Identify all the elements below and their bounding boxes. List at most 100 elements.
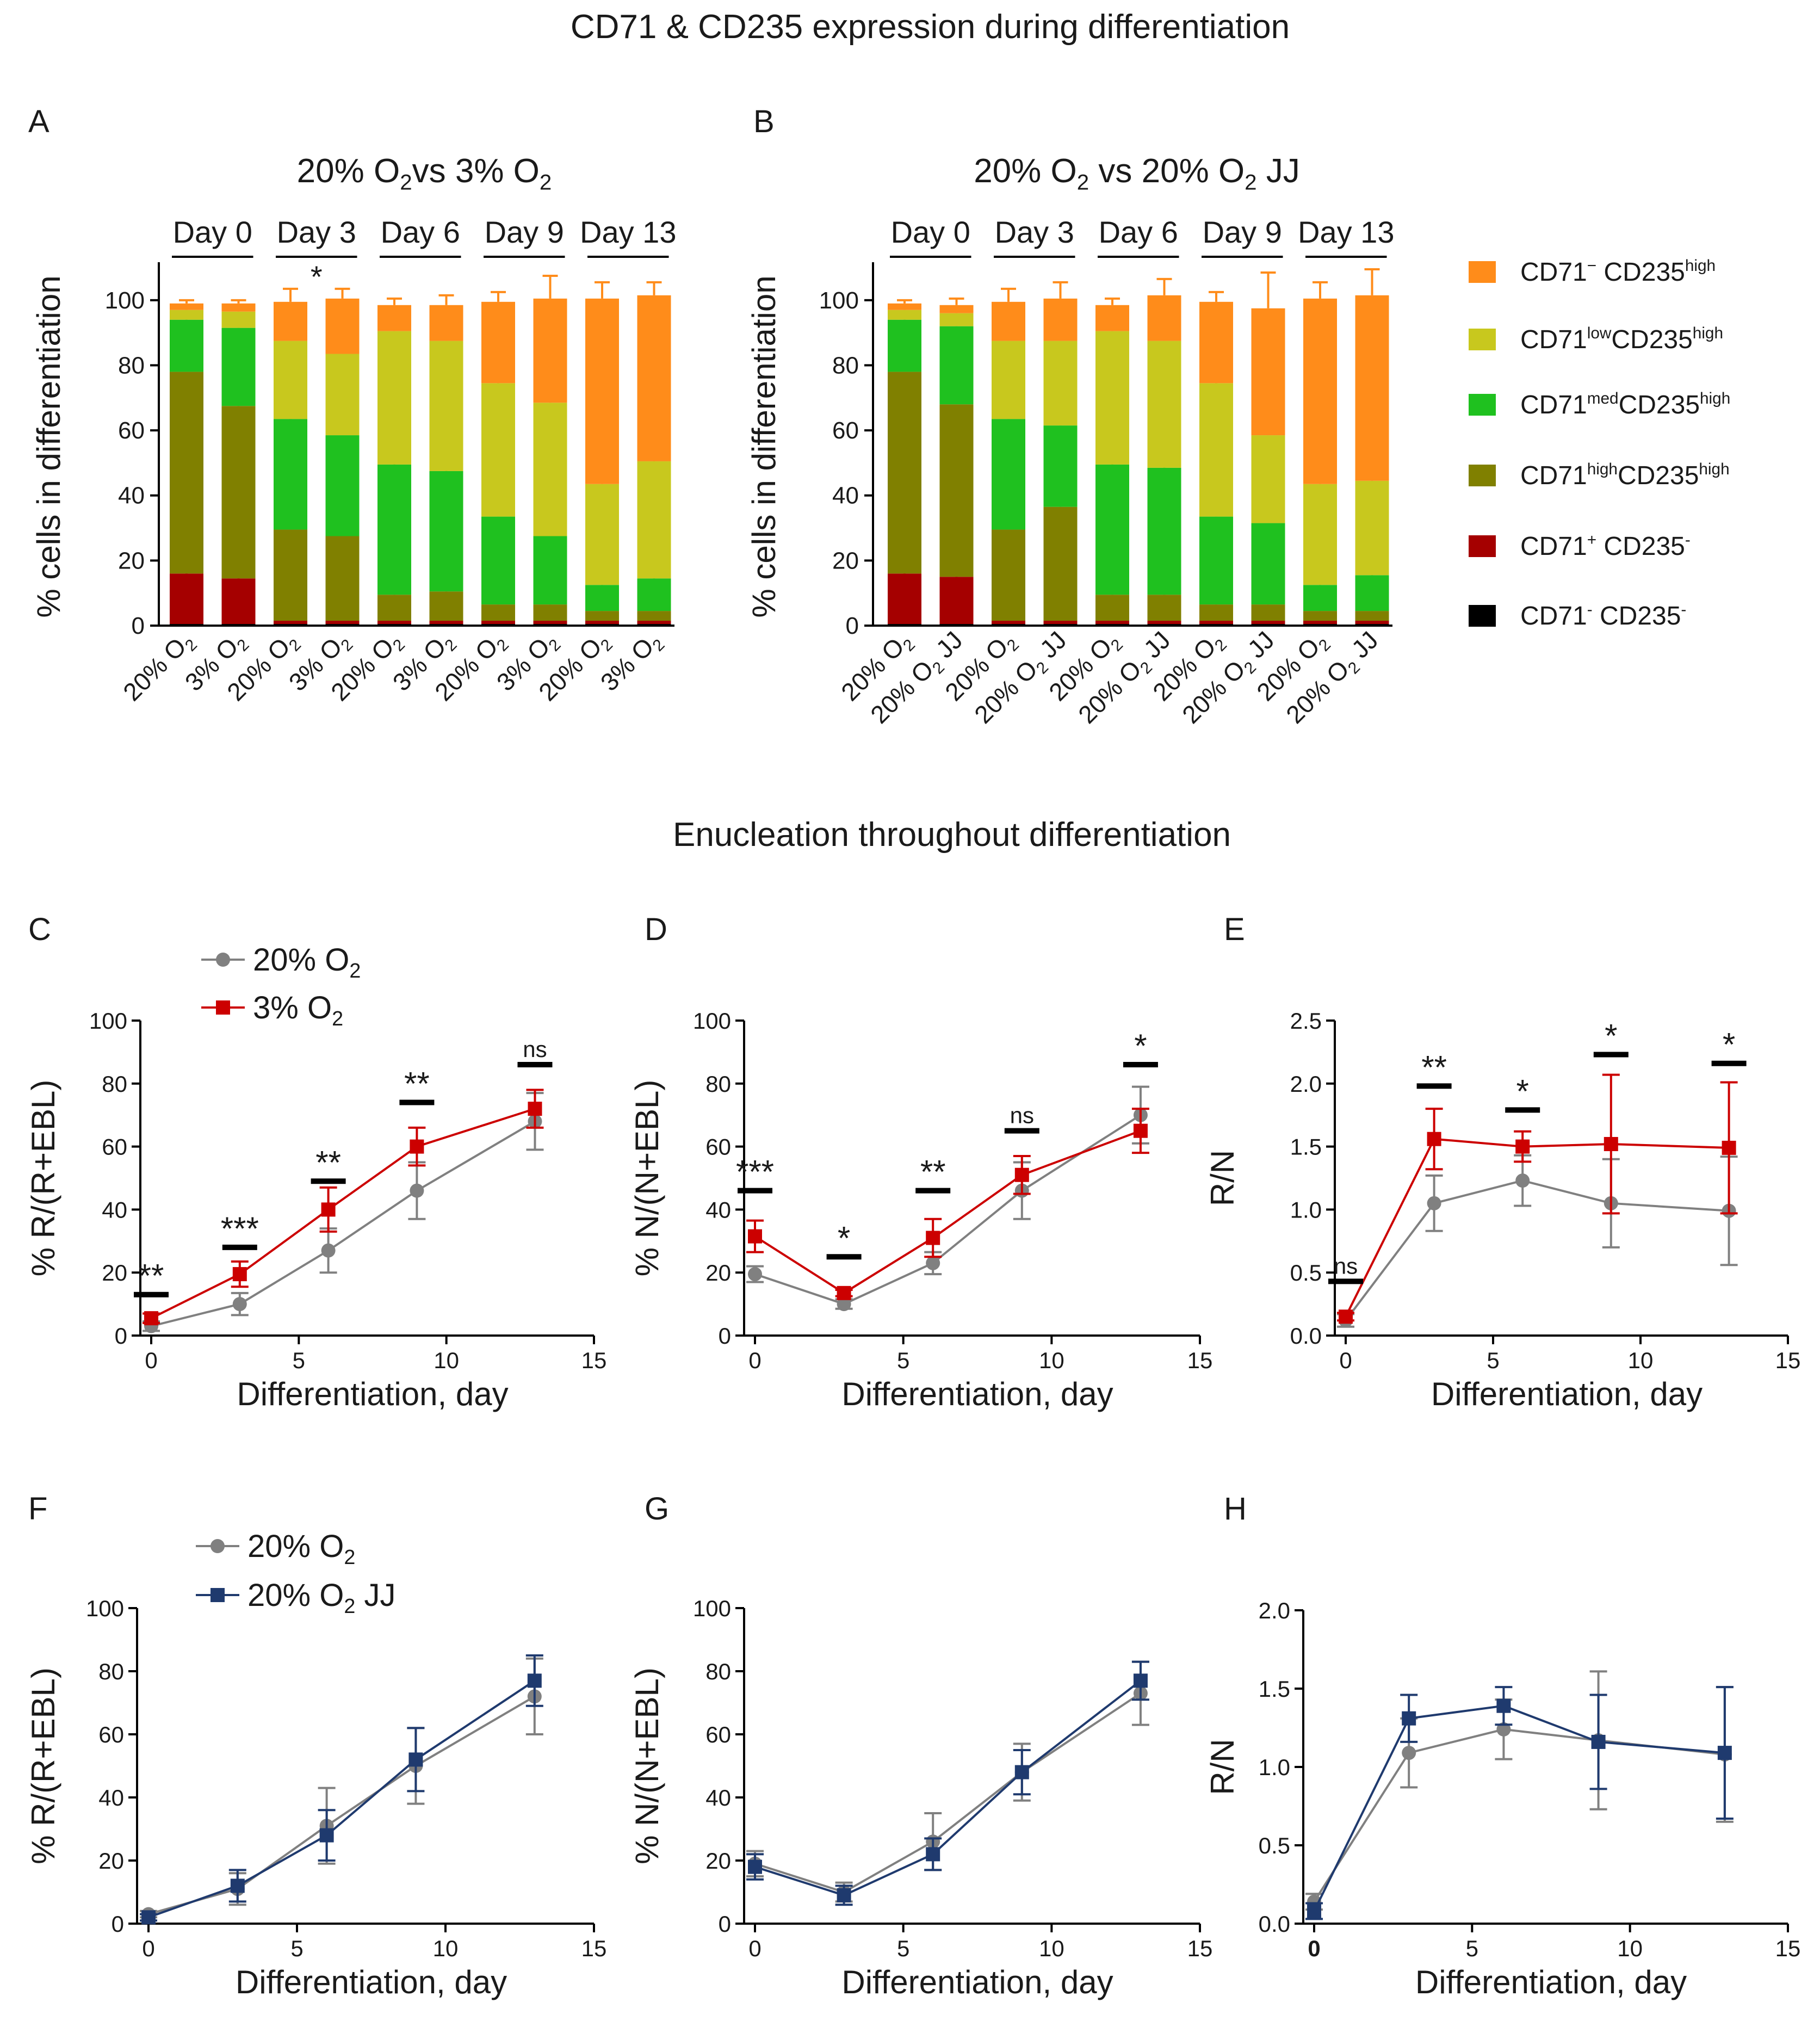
bar-segment <box>274 419 307 530</box>
bar-segment <box>377 624 411 626</box>
bar-segment <box>221 406 256 579</box>
data-point <box>1496 1698 1511 1713</box>
bar-segment <box>992 341 1025 419</box>
data-point <box>1604 1136 1618 1151</box>
bar-segment <box>637 461 671 579</box>
y-tick-label: 20 <box>705 1260 731 1286</box>
bar-segment <box>1303 484 1337 585</box>
y-tick-label: 60 <box>118 417 145 444</box>
data-point <box>319 1828 334 1843</box>
legend-label-part: CD71 <box>1520 391 1587 419</box>
middle-title: Enucleation throughout differentiation <box>673 816 1231 854</box>
legend-label-part: CD235 <box>1611 325 1692 354</box>
legend-label-part: CD71 <box>1520 461 1587 490</box>
legend-label-part: high <box>1685 257 1716 275</box>
legend-label-part: + <box>1587 531 1596 549</box>
bar-segment <box>637 621 671 625</box>
bar-segment <box>274 341 307 419</box>
x-tick-label: 5 <box>897 1936 909 1961</box>
bar-segment <box>939 404 974 577</box>
bar-segment <box>1095 464 1129 595</box>
bar-segment <box>481 604 515 621</box>
bar-segment <box>1199 624 1233 626</box>
bar-segment <box>992 419 1025 530</box>
y-tick-label: 100 <box>819 287 859 314</box>
x-tick-label: 5 <box>897 1348 909 1373</box>
legend-marker <box>211 1539 225 1553</box>
legend-label-part: CD71 <box>1520 325 1587 354</box>
data-point <box>321 1202 336 1217</box>
significance-mark: ** <box>139 1258 164 1294</box>
legend-label: CD71medCD235high <box>1520 390 1730 419</box>
bar-segment <box>533 298 567 403</box>
bar-segment <box>170 310 203 320</box>
y-tick-label: 20 <box>118 547 145 574</box>
group-label: Day 13 <box>580 215 676 249</box>
bar-segment <box>1251 621 1285 625</box>
x-tick-label: 10 <box>1039 1348 1064 1373</box>
significance-mark: ** <box>1421 1049 1447 1085</box>
significance-mark: * <box>838 1220 850 1256</box>
legend-label: CD71- CD235- <box>1520 601 1686 631</box>
bar-segment <box>637 295 671 461</box>
y-tick-label: 0 <box>846 613 859 639</box>
significance-mark: ns <box>1334 1253 1358 1278</box>
panel-title-part: JJ <box>1257 152 1300 190</box>
significance-mark: ** <box>920 1154 946 1190</box>
bar-segment <box>429 591 463 621</box>
series-line <box>148 1695 535 1915</box>
data-point <box>1402 1711 1416 1726</box>
data-point <box>410 1139 424 1154</box>
x-tick-label: 10 <box>433 1936 459 1961</box>
y-axis-title: R/N <box>1204 1739 1241 1795</box>
bar-segment <box>992 624 1025 626</box>
legend-label-part: CD235 <box>1593 602 1681 631</box>
bar-segment <box>1303 298 1337 484</box>
panel-title-part: vs 3% O <box>412 152 540 190</box>
legend-label: CD71+ CD235- <box>1520 531 1691 561</box>
y-tick-label: 0.0 <box>1290 1323 1322 1349</box>
bar-segment <box>1199 301 1233 384</box>
panel-title-part: 2 <box>540 170 552 195</box>
legend-label-part: 2 <box>349 959 361 982</box>
y-tick-label: 1.5 <box>1290 1134 1322 1160</box>
bar-segment <box>481 624 515 626</box>
x-tick-label: 10 <box>434 1348 459 1373</box>
panel-h-line-chart: H 0.0 0.5 1.0 1.5 2.0 0 5 10 15 Differentiation, d… <box>1204 1491 1800 2000</box>
panel-f-line-chart: F 0 20 40 60 80 100 0 5 10 15 Differentiation, day%… <box>25 1491 606 2000</box>
bar-segment <box>1043 624 1078 626</box>
bar-segment <box>1147 467 1181 595</box>
data-point <box>1427 1132 1441 1146</box>
data-point <box>837 1286 851 1300</box>
y-axis-title: % N/(N+EBL) <box>629 1667 665 1864</box>
bar-segment <box>325 621 360 625</box>
panel-title-part: vs 20% O <box>1089 152 1245 190</box>
y-tick-label: 40 <box>98 1785 124 1810</box>
data-point <box>1591 1734 1606 1749</box>
bar-segment <box>888 319 921 372</box>
panel-letter: E <box>1224 912 1245 947</box>
y-tick-label: 80 <box>118 352 145 379</box>
x-tick-label: 0 <box>145 1348 157 1373</box>
bar-segment <box>1095 621 1129 625</box>
legend-label: CD71highCD235high <box>1520 460 1730 490</box>
x-tick-label: 0 <box>1339 1348 1352 1373</box>
bar-segment <box>888 573 921 625</box>
bar-segment <box>170 303 203 310</box>
bar-segment <box>481 383 515 517</box>
series-line <box>754 1692 1142 1894</box>
legend-label-part: 20% O <box>247 1578 344 1613</box>
panel-letter: D <box>645 912 667 947</box>
bar-segment <box>1147 624 1181 626</box>
y-tick-label: 40 <box>705 1785 731 1810</box>
bar-segment <box>585 298 619 484</box>
panel-title: 20% O2vs 3% O2 <box>297 152 552 195</box>
legend-label-part: 2 <box>344 1546 355 1568</box>
y-tick-label: 80 <box>102 1071 127 1097</box>
legend-label-part: med <box>1587 390 1619 407</box>
bar-segment <box>221 624 256 626</box>
series-line <box>1313 1728 1725 1902</box>
x-tick-label: 5 <box>1487 1348 1499 1373</box>
bar-segment <box>992 301 1025 341</box>
